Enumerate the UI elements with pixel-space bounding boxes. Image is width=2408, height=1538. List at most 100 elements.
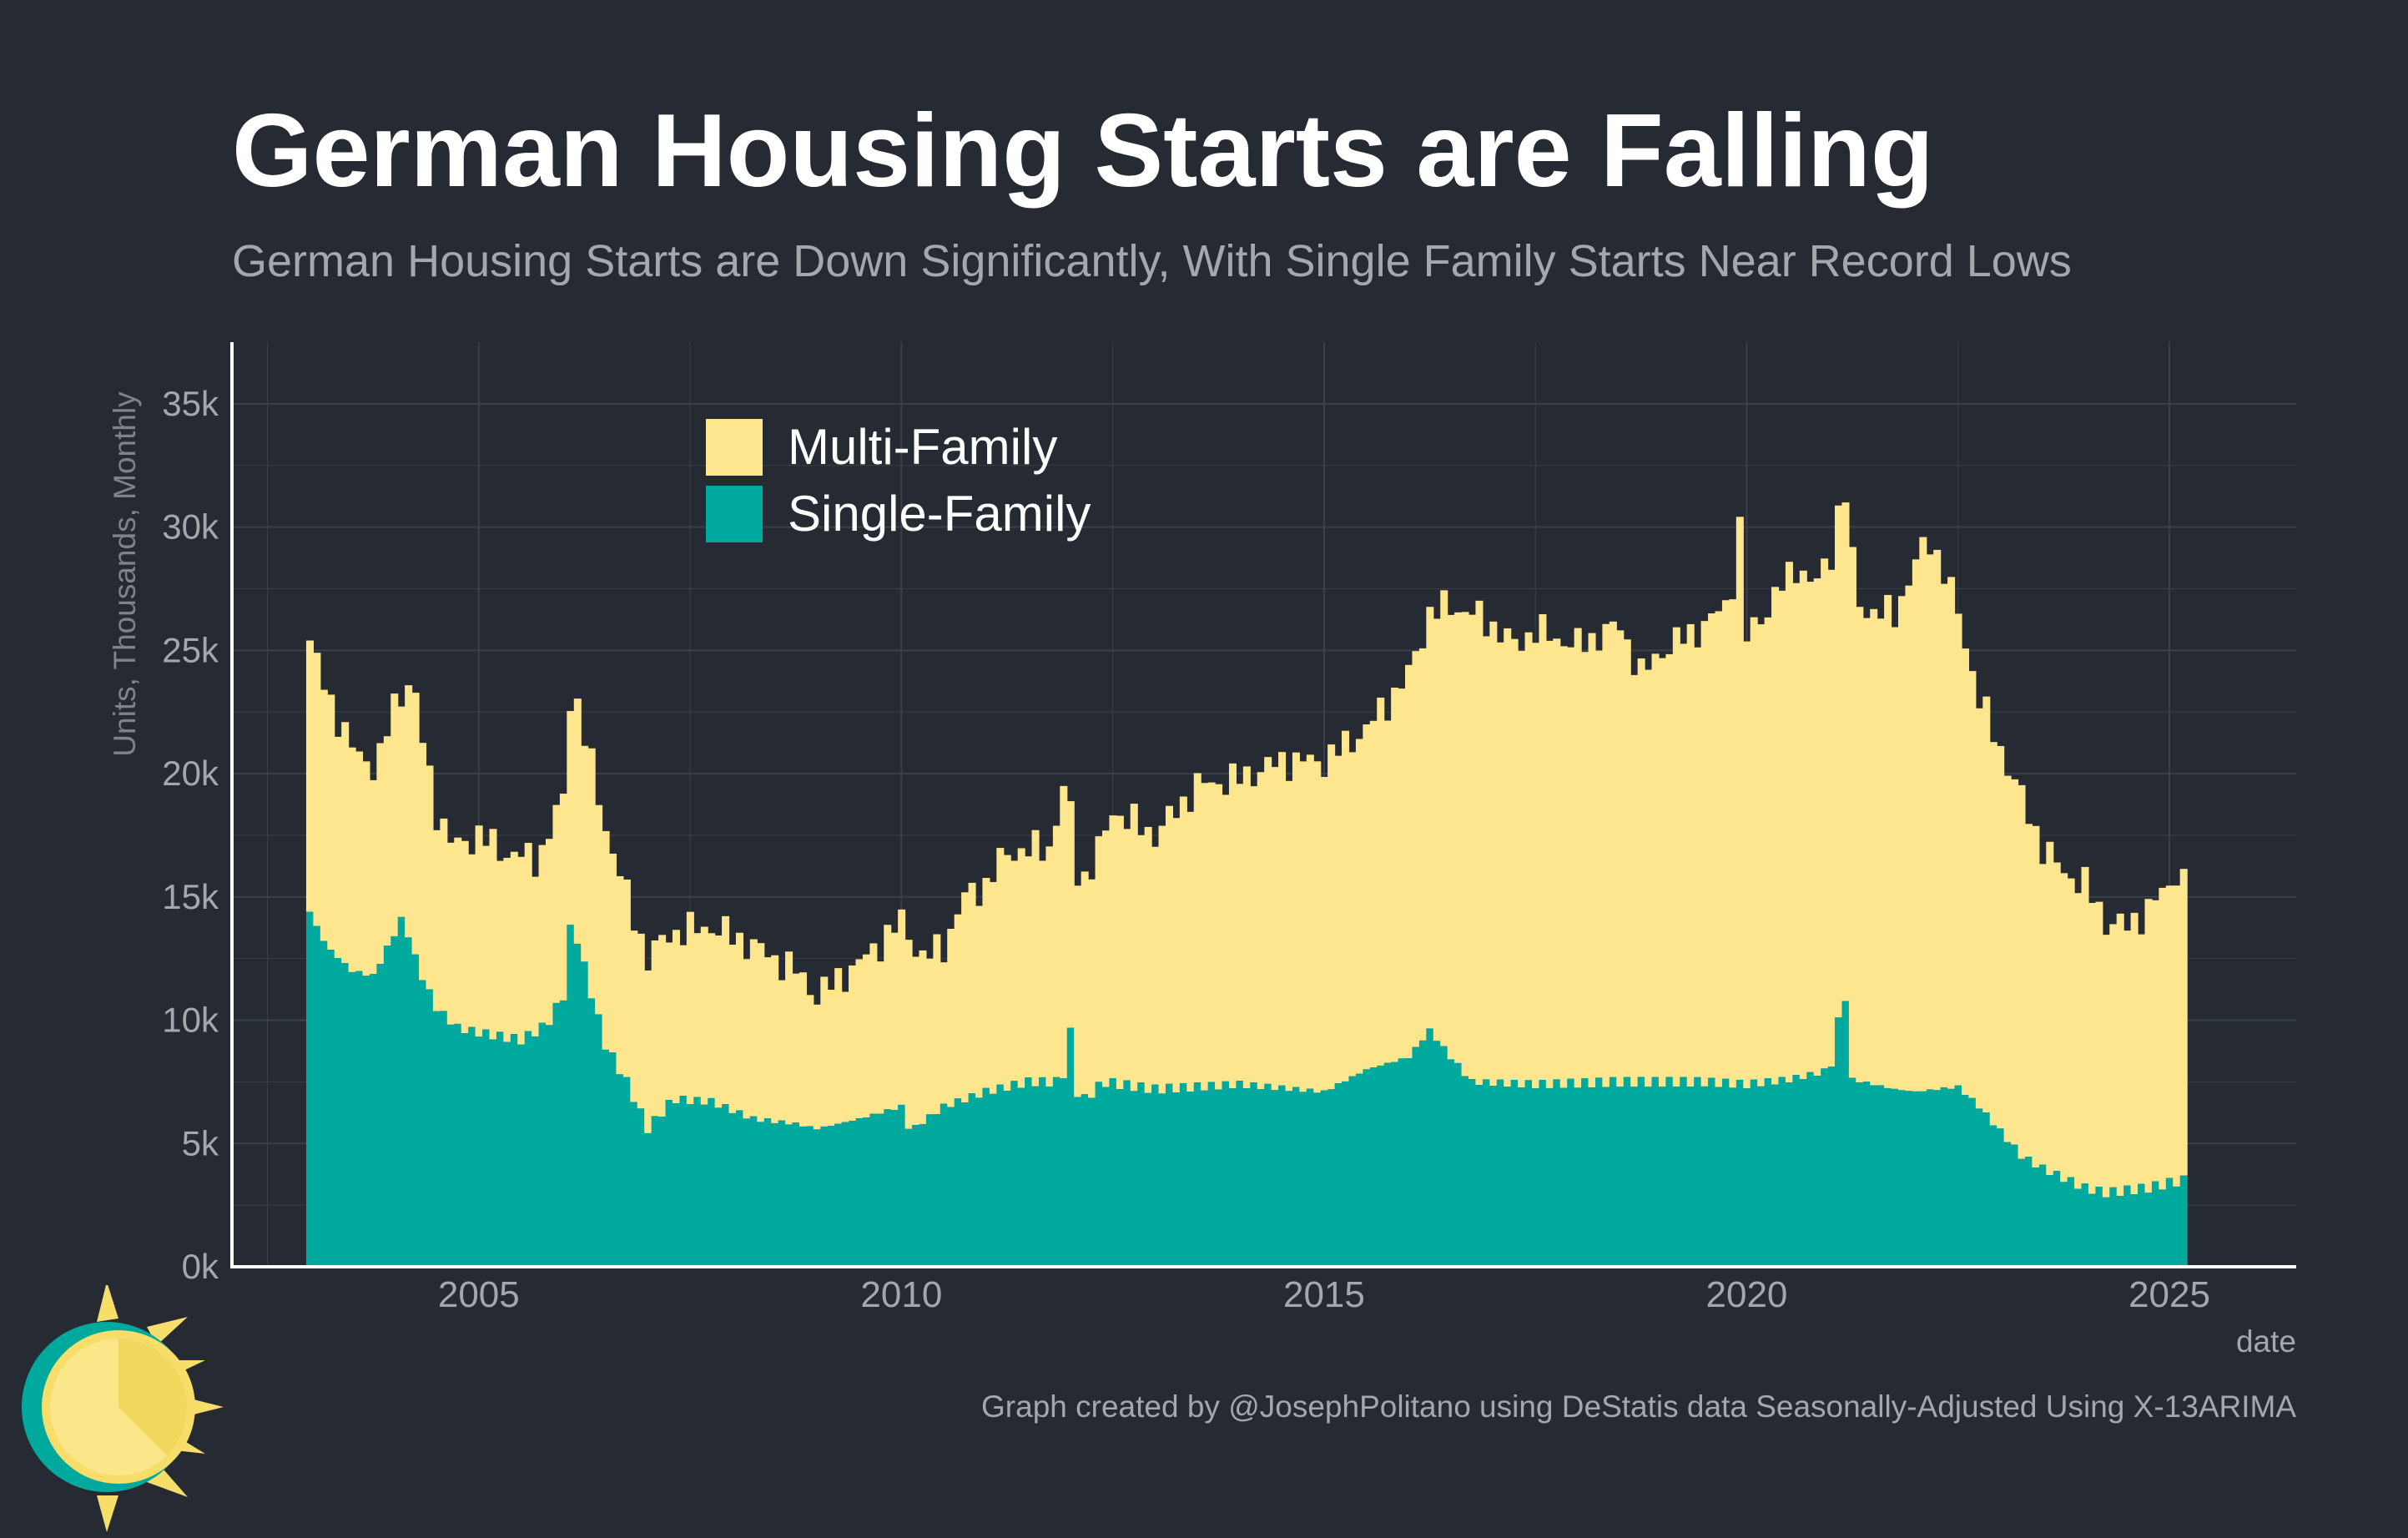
bar-single-family [2074,1188,2083,1267]
bar-single-family [798,1126,807,1267]
legend-swatch-single-family [706,486,763,542]
bar-multi-family [1933,549,1942,1091]
bar-multi-family [1862,618,1871,1082]
bar-single-family [968,1093,976,1267]
bar-multi-family [1468,614,1477,1080]
bar-single-family [1201,1090,1209,1267]
bar-single-family [390,935,399,1267]
bar-multi-family [1680,643,1688,1077]
bar-multi-family [1757,624,1766,1087]
bar-multi-family [2179,869,2188,1176]
bar-single-family [1418,1040,1427,1267]
bar-single-family [1602,1087,1610,1267]
bar-single-family [1919,1091,1927,1267]
bar-multi-family [1567,647,1575,1079]
bar-single-family [1172,1092,1181,1267]
bar-multi-family [862,954,870,1118]
bar-single-family [1835,1017,1843,1267]
bar-multi-family [355,751,364,971]
bar-multi-family [2038,864,2047,1165]
bar-multi-family [834,968,843,1124]
bar-single-family [1559,1087,1568,1267]
bar-single-family [1489,1086,1498,1267]
bar-single-family [2159,1189,2167,1267]
bar-multi-family [1010,860,1019,1082]
bar-multi-family [665,942,673,1100]
bar-multi-family [1412,651,1420,1047]
bar-single-family [1672,1087,1680,1267]
bar-single-family [602,1049,610,1267]
bar-multi-family [1327,744,1336,1090]
bar-multi-family [1306,754,1314,1089]
bar-single-family [1158,1093,1166,1267]
bar-single-family [397,916,406,1267]
bar-multi-family [2095,901,2103,1188]
bar-multi-family [1060,785,1068,1079]
bar-multi-family [1504,628,1512,1087]
bar-single-family [1081,1094,1089,1267]
bar-multi-family [2102,935,2110,1198]
bar-single-family [651,1116,659,1267]
bar-multi-family [1257,772,1265,1090]
bar-single-family [933,1114,941,1267]
bar-multi-family [644,970,652,1133]
bar-multi-family [546,839,554,1026]
bar-multi-family [1989,742,1997,1126]
bar-single-family [898,1104,906,1267]
bar-single-family [376,963,385,1267]
bar-single-family [1504,1087,1512,1267]
bar-single-family [1193,1082,1201,1267]
bar-multi-family [1045,846,1054,1087]
bar-multi-family [432,830,441,1011]
bar-single-family [1821,1068,1829,1267]
bar-multi-family [912,956,920,1126]
bar-multi-family [1870,608,1878,1086]
bar-single-family [749,1116,758,1267]
bar-single-family [305,911,315,1267]
bar-multi-family [1130,804,1138,1092]
bar-single-family [616,1074,624,1267]
bar-single-family [1997,1128,2005,1267]
bar-multi-family [327,694,335,951]
bar-single-family [475,1036,483,1267]
bar-multi-family [1750,617,1758,1080]
bar-multi-family [376,743,385,964]
bar-single-family [2138,1183,2146,1267]
bar-multi-family [1095,836,1103,1082]
bar-single-family [1088,1097,1096,1267]
bar-single-family [1482,1079,1490,1267]
bar-multi-family [700,926,708,1105]
chart-title: German Housing Starts are Falling [232,93,1934,209]
bar-single-family [461,1033,469,1267]
bar-multi-family [1236,784,1244,1082]
bar-single-family [1553,1079,1561,1267]
bar-multi-family [1771,587,1780,1085]
bar-multi-family [2151,900,2159,1182]
bar-multi-family [622,879,631,1077]
bar-single-family [1524,1080,1533,1267]
bar-single-family [1961,1095,1970,1267]
bar-multi-family [405,685,413,938]
bar-single-family [1137,1082,1146,1267]
bar-multi-family [1264,757,1272,1084]
bar-single-family [1475,1085,1484,1267]
bar-multi-family [841,991,849,1122]
bar-multi-family [1369,720,1378,1068]
bar-single-family [996,1084,1005,1267]
bar-single-family [1060,1078,1068,1267]
bar-multi-family [693,933,702,1097]
bar-multi-family [1510,638,1519,1081]
bar-multi-family [1877,618,1885,1086]
bar-multi-family [595,804,603,1015]
bar-multi-family [1975,708,1983,1109]
bar-single-family [1968,1097,1977,1267]
bar-single-family [1510,1080,1519,1267]
bar-single-family [1031,1086,1040,1267]
bar-single-family [1278,1085,1287,1267]
bar-multi-family [461,840,469,1034]
bar-multi-family [1997,745,2005,1129]
bar-single-family [1933,1090,1942,1267]
bar-single-family [496,1031,504,1267]
bar-multi-family [869,943,878,1114]
bar-multi-family [1821,558,1829,1069]
